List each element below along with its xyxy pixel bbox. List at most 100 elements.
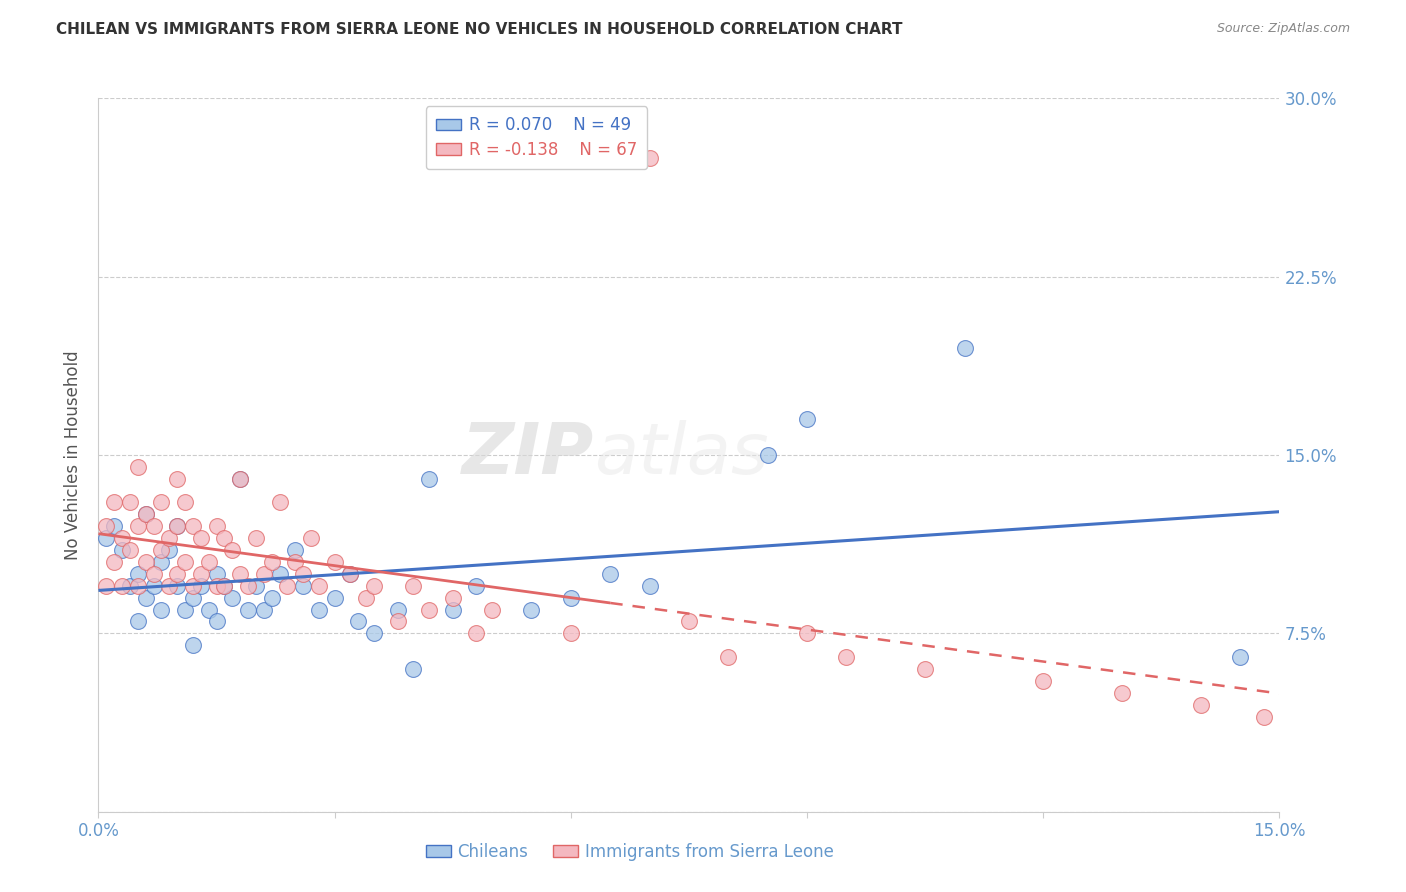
Point xyxy=(135,555,157,569)
Text: ZIP: ZIP xyxy=(463,420,595,490)
Point xyxy=(150,495,173,509)
Point xyxy=(299,531,322,545)
Point xyxy=(418,472,440,486)
Point xyxy=(292,579,315,593)
Point xyxy=(142,579,165,593)
Point xyxy=(276,579,298,593)
Text: CHILEAN VS IMMIGRANTS FROM SIERRA LEONE NO VEHICLES IN HOUSEHOLD CORRELATION CHA: CHILEAN VS IMMIGRANTS FROM SIERRA LEONE … xyxy=(56,22,903,37)
Point xyxy=(835,650,858,665)
Point xyxy=(236,602,259,616)
Point xyxy=(142,566,165,581)
Point xyxy=(387,602,409,616)
Point xyxy=(638,579,661,593)
Point xyxy=(441,591,464,605)
Point xyxy=(174,555,197,569)
Point xyxy=(197,602,219,616)
Point xyxy=(236,579,259,593)
Point xyxy=(796,626,818,640)
Point xyxy=(214,579,236,593)
Point xyxy=(245,531,267,545)
Point xyxy=(174,495,197,509)
Point xyxy=(103,519,125,533)
Point xyxy=(796,412,818,426)
Point xyxy=(914,662,936,676)
Point xyxy=(190,531,212,545)
Point xyxy=(402,662,425,676)
Point xyxy=(354,591,377,605)
Point xyxy=(229,472,252,486)
Point xyxy=(284,543,307,558)
Point xyxy=(520,602,543,616)
Point xyxy=(103,495,125,509)
Point xyxy=(260,591,283,605)
Point xyxy=(253,602,276,616)
Point xyxy=(111,543,134,558)
Point xyxy=(229,566,252,581)
Point xyxy=(166,579,188,593)
Point xyxy=(292,566,315,581)
Text: Source: ZipAtlas.com: Source: ZipAtlas.com xyxy=(1216,22,1350,36)
Point xyxy=(205,566,228,581)
Point xyxy=(269,566,291,581)
Point xyxy=(205,519,228,533)
Y-axis label: No Vehicles in Household: No Vehicles in Household xyxy=(65,350,83,560)
Point xyxy=(150,602,173,616)
Point xyxy=(221,543,243,558)
Point xyxy=(205,579,228,593)
Point xyxy=(127,566,149,581)
Point xyxy=(166,519,188,533)
Point xyxy=(166,566,188,581)
Point xyxy=(339,566,361,581)
Point xyxy=(308,602,330,616)
Point xyxy=(181,579,204,593)
Point xyxy=(190,579,212,593)
Point xyxy=(150,555,173,569)
Point xyxy=(387,615,409,629)
Point xyxy=(150,543,173,558)
Point xyxy=(111,531,134,545)
Point xyxy=(174,602,197,616)
Point xyxy=(260,555,283,569)
Point xyxy=(269,495,291,509)
Point xyxy=(166,519,188,533)
Point xyxy=(717,650,740,665)
Point xyxy=(111,579,134,593)
Point xyxy=(157,579,180,593)
Point xyxy=(103,555,125,569)
Point xyxy=(1032,673,1054,688)
Point xyxy=(96,519,118,533)
Text: atlas: atlas xyxy=(595,420,769,490)
Point xyxy=(127,615,149,629)
Point xyxy=(127,579,149,593)
Point xyxy=(678,615,700,629)
Point xyxy=(135,508,157,522)
Point xyxy=(118,579,141,593)
Point xyxy=(418,602,440,616)
Point xyxy=(756,448,779,462)
Point xyxy=(308,579,330,593)
Point xyxy=(638,151,661,165)
Point xyxy=(127,459,149,474)
Point xyxy=(181,519,204,533)
Point xyxy=(181,591,204,605)
Point xyxy=(284,555,307,569)
Point xyxy=(560,626,582,640)
Point xyxy=(441,602,464,616)
Point xyxy=(181,638,204,652)
Point xyxy=(253,566,276,581)
Point xyxy=(214,531,236,545)
Point xyxy=(323,555,346,569)
Point xyxy=(157,531,180,545)
Point xyxy=(135,591,157,605)
Point xyxy=(363,579,385,593)
Point xyxy=(1189,698,1212,712)
Point xyxy=(118,543,141,558)
Point xyxy=(96,531,118,545)
Point xyxy=(953,341,976,355)
Point xyxy=(229,472,252,486)
Point xyxy=(402,579,425,593)
Point xyxy=(135,508,157,522)
Point xyxy=(190,566,212,581)
Point xyxy=(323,591,346,605)
Point xyxy=(347,615,370,629)
